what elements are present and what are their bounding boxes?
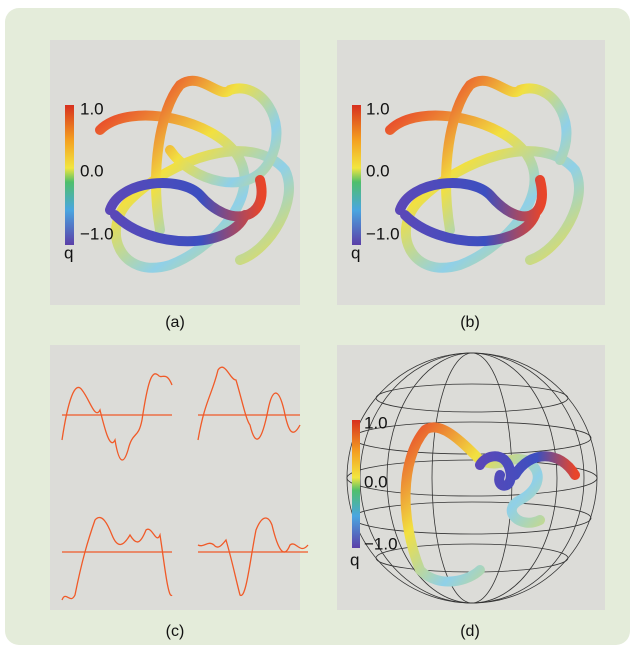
knot-tube: [475, 451, 580, 491]
knot-tube: [385, 110, 584, 273]
panel-label: (a): [165, 314, 185, 331]
colorbar-symbol: q: [350, 550, 359, 569]
colorbar-tick: 0.0: [80, 161, 104, 180]
knot-tube: [441, 75, 572, 235]
signal: [197, 366, 301, 441]
parallel: [346, 459, 598, 497]
colorbar-symbol: q: [64, 243, 73, 262]
colorbar-tick: −1.0: [80, 224, 114, 243]
knot-tube: [105, 175, 267, 247]
signal: [61, 373, 173, 461]
knot-a: [95, 75, 294, 273]
colorbar: [352, 105, 361, 245]
colorbar-tick: 0.0: [364, 472, 388, 491]
colorbar: [352, 420, 360, 548]
panel-label: (d): [460, 623, 480, 640]
panel-label: (b): [460, 314, 480, 331]
colorbar-tick: 0.0: [366, 161, 390, 180]
panel-c: [50, 345, 300, 610]
colorbar-tick: 1.0: [80, 99, 104, 118]
knot-tube: [95, 110, 294, 273]
colorbar-symbol: q: [351, 243, 360, 262]
signal: [197, 517, 309, 596]
knot-b: [385, 75, 584, 273]
signal-plots: [61, 366, 309, 601]
knot-d: [400, 422, 580, 587]
parallel: [375, 383, 569, 413]
colorbar: [65, 105, 74, 245]
colorbar-tick: −1.0: [366, 224, 400, 243]
knot-tube: [395, 175, 547, 247]
knot-tube: [151, 75, 282, 235]
colorbar-tick: 1.0: [366, 99, 390, 118]
colorbar-tick: −1.0: [364, 534, 398, 553]
colorbar-tick: 1.0: [364, 413, 388, 432]
panel-label: (c): [166, 623, 185, 640]
signal: [61, 516, 173, 601]
